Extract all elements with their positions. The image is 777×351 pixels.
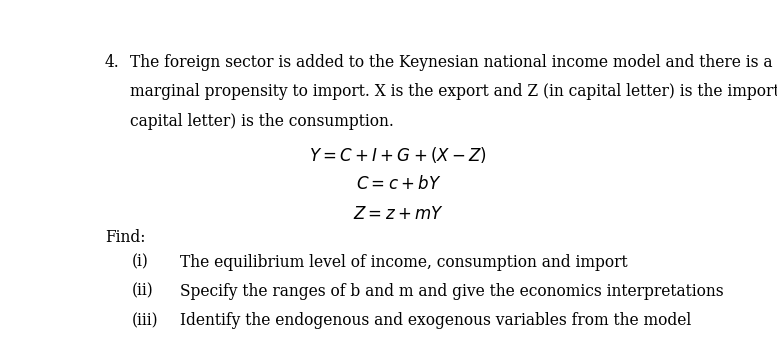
Text: Identify the endogenous and exogenous variables from the model: Identify the endogenous and exogenous va… [180, 312, 692, 329]
Text: 4.: 4. [105, 54, 120, 71]
Text: $C = c + bY$: $C = c + bY$ [356, 176, 441, 193]
Text: $Z = z + mY$: $Z = z + mY$ [353, 206, 444, 223]
Text: Specify the ranges of b and m and give the economics interpretations: Specify the ranges of b and m and give t… [180, 283, 724, 300]
Text: $Y = C + I + G + (X - Z)$: $Y = C + I + G + (X - Z)$ [309, 145, 487, 165]
Text: The equilibrium level of income, consumption and import: The equilibrium level of income, consump… [180, 253, 628, 271]
Text: (ii): (ii) [132, 283, 154, 300]
Text: (iii): (iii) [132, 312, 159, 329]
Text: marginal propensity to import. X is the export and Z (in capital letter) is the : marginal propensity to import. X is the … [131, 84, 777, 100]
Text: capital letter) is the consumption.: capital letter) is the consumption. [131, 113, 394, 130]
Text: The foreign sector is added to the Keynesian national income model and there is : The foreign sector is added to the Keyne… [131, 54, 777, 71]
Text: (i): (i) [132, 253, 149, 271]
Text: Find:: Find: [105, 229, 145, 246]
